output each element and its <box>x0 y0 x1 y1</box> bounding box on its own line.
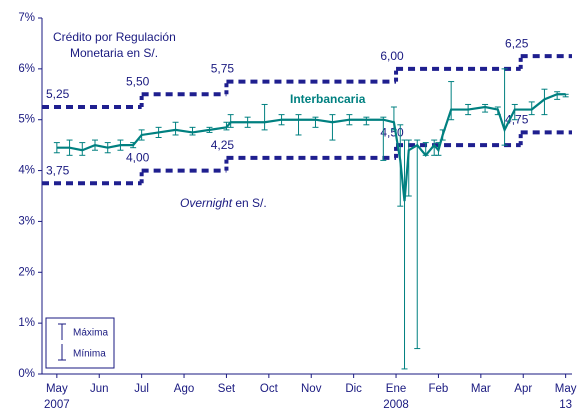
corridor-label: 4,50 <box>380 125 404 139</box>
y-tick-label: 2% <box>18 266 35 278</box>
legend-label: Mínima <box>73 349 106 360</box>
line-series <box>56 93 566 202</box>
x-tick-label: Nov <box>301 383 322 395</box>
corridor-label: 4,25 <box>211 138 235 152</box>
x-tick-label: Set <box>218 383 236 395</box>
x-tick-label: Jun <box>90 383 109 395</box>
y-tick-label: 1% <box>18 317 35 329</box>
legend <box>45 317 115 369</box>
legend-label: Máxima <box>73 328 108 339</box>
x-tick-label: Oct <box>260 383 279 395</box>
y-tick-label: 4% <box>18 165 35 177</box>
annotation: Interbancaria <box>290 92 366 106</box>
y-tick-label: 3% <box>18 215 35 227</box>
x-tick-label: Ago <box>174 383 194 395</box>
x-sublabel: 2007 <box>44 399 70 411</box>
annotation: en S/. <box>235 196 266 210</box>
x-tick-label: Feb <box>429 383 449 395</box>
corridor-label: 6,25 <box>505 36 529 50</box>
x-tick-label: Jul <box>134 383 149 395</box>
x-tick-label: Ene <box>386 383 406 395</box>
y-tick-label: 0% <box>18 368 35 380</box>
annotation: Crédito por Regulación <box>53 30 176 44</box>
x-tick-label: Dic <box>345 383 362 395</box>
corridor-label: 5,50 <box>126 74 150 88</box>
x-sublabel: 2008 <box>383 399 409 411</box>
x-sublabel: 13 <box>559 399 572 411</box>
x-tick-label: May <box>46 383 68 395</box>
y-tick-label: 5% <box>18 114 35 126</box>
x-tick-label: May <box>555 383 577 395</box>
corridor-label: 5,25 <box>46 87 70 101</box>
x-tick-label: Mar <box>471 383 491 395</box>
x-tick-label: Apr <box>514 383 532 395</box>
y-tick-label: 7% <box>18 12 35 24</box>
corridor-label: 3,75 <box>46 163 70 177</box>
y-tick-label: 6% <box>18 63 35 75</box>
annotation: Overnight en S/. <box>180 196 267 210</box>
corridor-label: 4,00 <box>126 151 150 165</box>
annotation: Overnight <box>180 196 233 210</box>
corridor-label: 5,75 <box>211 62 235 76</box>
annotation: Monetaria en S/. <box>70 46 158 60</box>
corridor-label: 6,00 <box>380 49 404 63</box>
